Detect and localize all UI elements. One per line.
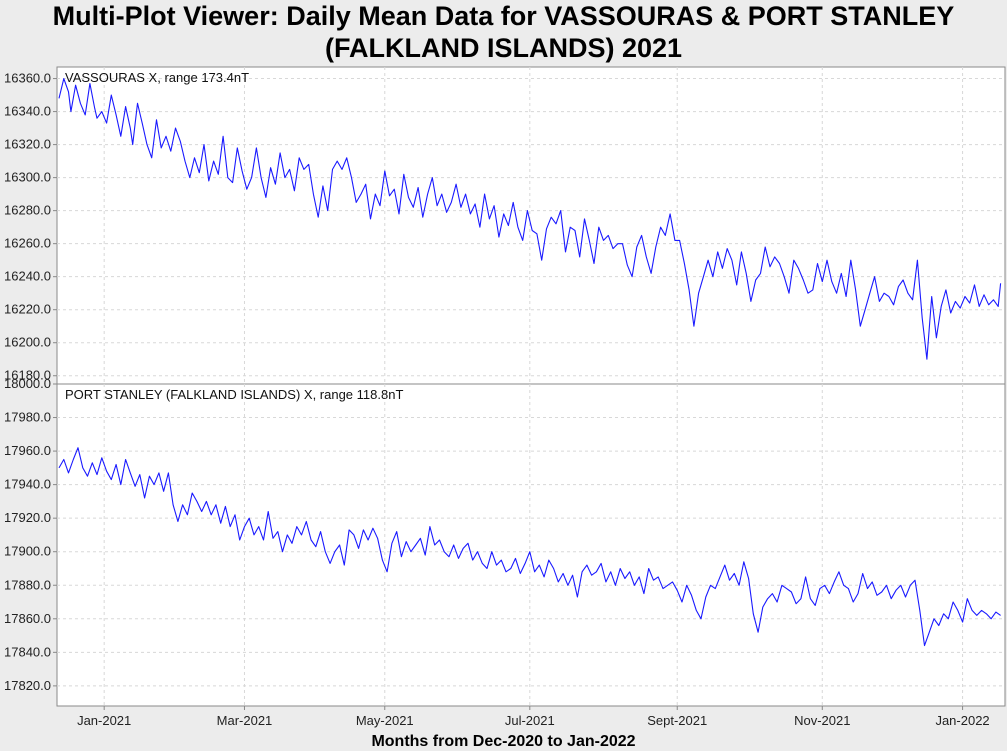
y-tick-label: 16220.0 (4, 302, 51, 317)
y-tick-label: 17840.0 (4, 644, 51, 659)
y-tick-label: 17860.0 (4, 611, 51, 626)
y-tick-label: 16260.0 (4, 236, 51, 251)
y-tick-label: 16240.0 (4, 269, 51, 284)
y-tick-label: 16180.0 (4, 368, 51, 383)
series-line-1 (58, 78, 1002, 360)
plot-area-2 (56, 383, 1006, 707)
x-tick-label: Mar-2021 (217, 713, 273, 728)
y-tick-label: 17960.0 (4, 443, 51, 458)
y-tick-label: 16200.0 (4, 335, 51, 350)
x-tick-label: Jan-2021 (77, 713, 131, 728)
x-tick-label: May-2021 (356, 713, 414, 728)
y-tick-label: 16340.0 (4, 104, 51, 119)
x-tick-label: Sept-2021 (647, 713, 707, 728)
panel-label-2: PORT STANLEY (FALKLAND ISLANDS) X, range… (65, 387, 403, 402)
panel-label-1: VASSOURAS X, range 173.4nT (65, 70, 249, 85)
y-tick-label: 17820.0 (4, 678, 51, 693)
chart-title: Multi-Plot Viewer: Daily Mean Data for V… (0, 0, 1007, 64)
y-tick-label: 16320.0 (4, 137, 51, 152)
y-tick-label: 18000.0 (4, 376, 51, 391)
y-tick-label: 17940.0 (4, 477, 51, 492)
x-tick-label: Nov-2021 (794, 713, 850, 728)
x-tick-label: Jul-2021 (505, 713, 555, 728)
y-tick-label: 17980.0 (4, 410, 51, 425)
x-axis-title: Months from Dec-2020 to Jan-2022 (371, 733, 636, 750)
y-tick-label: 16300.0 (4, 170, 51, 185)
y-tick-label: 17920.0 (4, 510, 51, 525)
y-tick-label: 16280.0 (4, 203, 51, 218)
y-tick-label: 17900.0 (4, 544, 51, 559)
chart-title-line-2: (FALKLAND ISLANDS) 2021 (324, 33, 683, 63)
chart-title-line-1: Multi-Plot Viewer: Daily Mean Data for V… (52, 1, 955, 31)
series-line-2 (58, 447, 1001, 647)
y-tick-label: 16360.0 (4, 71, 51, 86)
x-tick-label: Jan-2022 (935, 713, 989, 728)
y-tick-label: 17880.0 (4, 577, 51, 592)
